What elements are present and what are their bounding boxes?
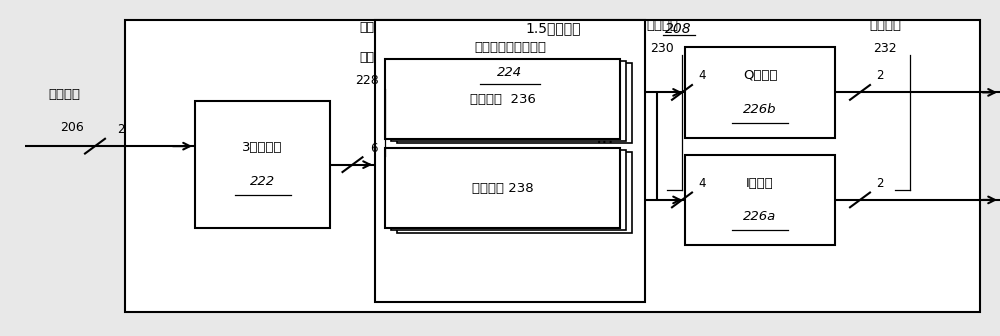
Text: 206: 206 [60, 121, 84, 134]
Text: I倍频器: I倍频器 [746, 177, 774, 190]
Text: 230: 230 [650, 42, 674, 55]
Text: 1.5分频模块: 1.5分频模块 [525, 22, 580, 36]
Text: 232: 232 [873, 42, 897, 55]
Bar [397, 152, 632, 233]
Bar [385, 59, 620, 139]
Text: 差分信号: 差分信号 [48, 88, 80, 100]
Text: 222: 222 [250, 175, 275, 188]
Text: 信号: 信号 [360, 51, 374, 64]
Bar [391, 61, 626, 141]
Text: 2: 2 [117, 123, 124, 136]
Text: 正交信号: 正交信号 [869, 19, 901, 32]
Text: 4: 4 [698, 177, 706, 190]
Bar [391, 150, 626, 230]
Bar [685, 47, 835, 138]
Text: 六相: 六相 [360, 20, 374, 34]
Text: Q倍频器: Q倍频器 [743, 69, 777, 82]
Text: 226a: 226a [743, 210, 777, 223]
Text: 3分频模块: 3分频模块 [242, 141, 283, 154]
Text: 八相信号: 八相信号 [646, 19, 678, 32]
Text: 精确相旋转电路系统: 精确相旋转电路系统 [474, 41, 546, 53]
Text: 延迟单元 238: 延迟单元 238 [472, 182, 533, 195]
Text: 208: 208 [665, 22, 692, 36]
Bar [397, 63, 632, 143]
Text: 6: 6 [371, 141, 378, 155]
Bar [385, 148, 620, 228]
Text: 2: 2 [876, 69, 884, 82]
Bar [685, 155, 835, 245]
Text: 2: 2 [876, 177, 884, 190]
Text: 226b: 226b [743, 103, 777, 116]
Text: 反馈环路  236: 反馈环路 236 [470, 93, 535, 106]
Text: 4: 4 [698, 69, 706, 82]
Bar [125, 20, 980, 312]
Text: 224: 224 [497, 66, 523, 79]
Bar [375, 20, 645, 302]
Bar [195, 101, 330, 228]
Text: ···: ··· [596, 134, 614, 153]
Text: 228: 228 [355, 74, 379, 87]
